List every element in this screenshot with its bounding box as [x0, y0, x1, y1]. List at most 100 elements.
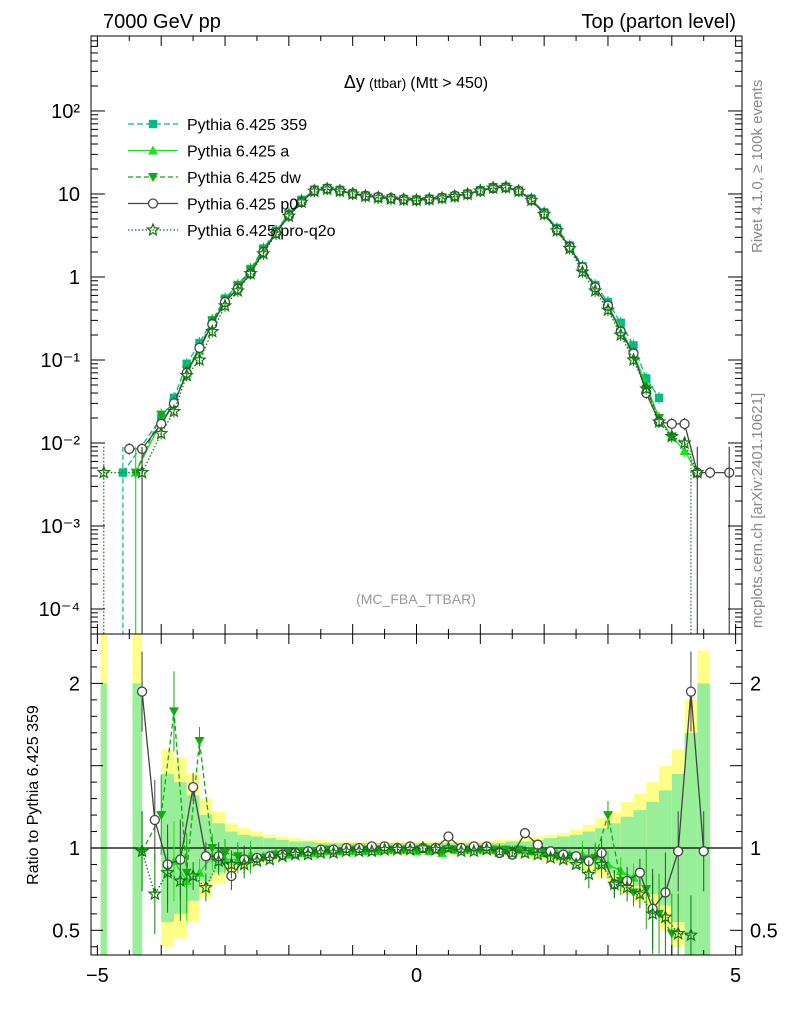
- data-point-q2o: [307, 183, 322, 198]
- data-point-q2o: [383, 191, 399, 206]
- rivet-label: Rivet 4.1.0, ≥ 100k events: [749, 80, 766, 253]
- data-point-q2o: [587, 283, 603, 298]
- ratio-axis-label: Ratio to Pythia 6.425 359: [25, 705, 42, 885]
- legend: Pythia 6.425 359 Pythia 6.425 a Pythia 6.4…: [128, 117, 336, 240]
- x-tick-label: 0: [411, 965, 422, 987]
- ratio-point-q2o: [658, 909, 673, 924]
- ratio-point-q2o: [198, 879, 214, 894]
- ratio-point-dw: [168, 707, 179, 717]
- x-tick-label: 5: [730, 965, 741, 987]
- ratio-point-p0: [673, 846, 684, 857]
- ratio-point-q2o: [364, 843, 380, 858]
- ratio-point-q2o: [607, 876, 622, 891]
- ratio-point-q2o: [313, 845, 329, 860]
- band-green: [684, 732, 698, 955]
- data-point-q2o: [217, 298, 233, 312]
- data-point-q2o: [473, 183, 488, 198]
- ratio-point-p0: [200, 851, 212, 862]
- ratio-point-dw: [194, 737, 205, 746]
- data-point-q2o: [332, 183, 348, 198]
- ratio-point-dw: [181, 868, 192, 878]
- ratio-point-a: [602, 859, 613, 869]
- ratio-point-dw: [526, 847, 537, 857]
- data-point-s359: [629, 341, 638, 350]
- ratio-point-q2o: [492, 843, 507, 858]
- ratio-point-q2o: [287, 846, 303, 861]
- ratio-point-dw: [500, 845, 511, 855]
- data-point-q2o: [230, 283, 246, 298]
- ratio-point-p0: [698, 846, 709, 857]
- ratio-point-dw: [220, 848, 231, 858]
- data-point-q2o: [192, 352, 207, 367]
- ratio-point-q2o: [185, 868, 201, 883]
- ratio-point-q2o: [173, 873, 188, 888]
- legend-marker-q2o: [145, 222, 161, 237]
- ratio-point-q2o: [670, 925, 686, 940]
- ratio-point-q2o: [275, 848, 290, 863]
- ratio-point-q2o: [390, 841, 405, 856]
- ratio-point-q2o: [568, 856, 584, 871]
- header-left: 7000 GeV pp: [103, 11, 221, 33]
- data-point-q2o: [345, 186, 360, 201]
- ratio-point-q2o: [224, 856, 239, 871]
- legend-marker-dw: [148, 173, 158, 182]
- y-tick-label-ratio: 0.5: [52, 920, 80, 942]
- ratio-point-p0: [634, 867, 646, 878]
- data-point-q2o: [179, 367, 194, 382]
- data-point-q2o: [498, 179, 514, 194]
- legend-label-q2o: Pythia 6.425 pro-q2o: [187, 223, 336, 240]
- data-point-q2o: [319, 181, 335, 196]
- data-point-q2o: [575, 264, 590, 279]
- ratio-point-dw: [628, 888, 639, 898]
- ratio-point-dw: [232, 852, 243, 862]
- data-point-q2o: [358, 188, 373, 203]
- data-point-q2o: [613, 327, 628, 342]
- legend-marker-p0: [147, 198, 159, 209]
- data-point-q2o: [677, 435, 692, 450]
- data-point-q2o: [485, 180, 501, 195]
- data-point-q2o: [422, 191, 437, 206]
- header-right: Top (parton level): [581, 11, 736, 33]
- ratio-point-q2o: [504, 845, 520, 860]
- data-point-p0: [666, 418, 677, 430]
- ratio-point-q2o: [249, 853, 265, 868]
- data-point-p0: [679, 418, 690, 430]
- data-point-q2o: [396, 192, 411, 207]
- ratio-point-q2o: [453, 843, 469, 858]
- ratio-point-dw: [207, 844, 218, 853]
- data-point-a: [679, 446, 690, 456]
- legend-label-dw: Pythia 6.425 dw: [187, 170, 301, 187]
- y-tick-label-main: 10⁻¹: [41, 350, 81, 372]
- data-point-q2o: [243, 265, 258, 280]
- ratio-point-p0: [685, 686, 697, 697]
- y-tick-label-ratio-right: 2: [750, 673, 761, 695]
- main-panel: 10⁻⁴ 10⁻³ 10⁻² 10⁻¹ 1 10 10² Δy (ttbar) (Mtt > 4…: [39, 35, 743, 635]
- ratio-point-q2o: [517, 845, 533, 860]
- data-point-s359: [182, 359, 191, 368]
- ratio-point-q2o: [619, 879, 635, 894]
- data-point-q2o: [524, 192, 539, 207]
- ratio-point-q2o: [530, 846, 546, 861]
- ratio-series-q2o: [134, 811, 699, 955]
- ratio-point-q2o: [339, 843, 354, 858]
- y-tick-label-main: 10⁻²: [41, 433, 81, 455]
- ratio-point-q2o: [645, 906, 660, 921]
- ratio-point-q2o: [377, 841, 392, 856]
- ratio-point-q2o: [543, 850, 558, 865]
- ratio-point-q2o: [632, 886, 648, 901]
- ratio-point-q2o: [262, 851, 277, 866]
- ratio-point-q2o: [683, 927, 699, 942]
- ratio-point-q2o: [594, 856, 609, 871]
- ratio-point-q2o: [415, 840, 431, 855]
- data-point-q2o: [205, 323, 220, 338]
- chart-title: Δy (ttbar) (Mtt > 450): [344, 72, 488, 92]
- data-point-q2o: [511, 183, 526, 198]
- legend-label-p0: Pythia 6.425 p0: [187, 197, 298, 214]
- y-tick-label-ratio: 1: [69, 838, 80, 860]
- ratio-point-p0: [443, 831, 454, 842]
- ratio-point-p0: [187, 781, 199, 793]
- ratio-point-q2o: [147, 886, 163, 901]
- data-point-q2o: [370, 190, 386, 204]
- ratio-point-p0: [136, 686, 148, 697]
